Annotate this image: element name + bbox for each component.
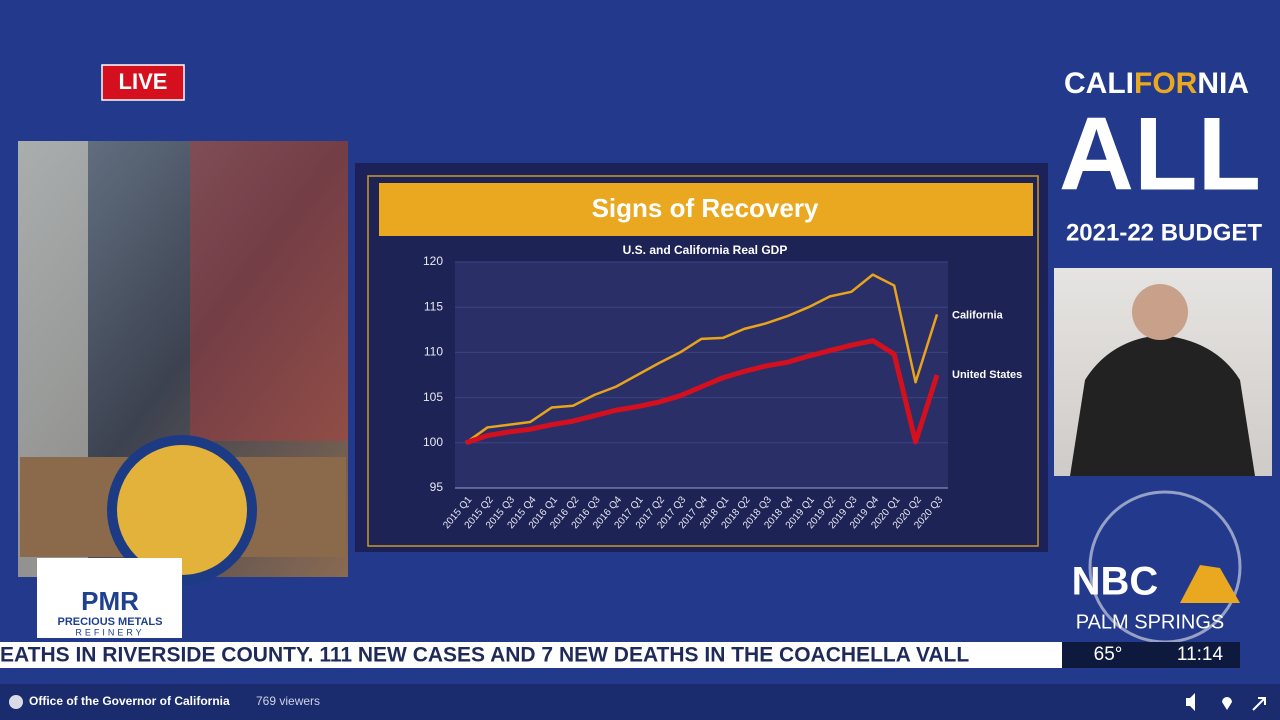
flag [190, 141, 348, 441]
series-label: United States [952, 369, 1022, 381]
chart-subtitle: U.S. and California Real GDP [623, 243, 788, 257]
location-button[interactable] [1222, 697, 1232, 710]
sponsor-line: PRECIOUS METALS [58, 616, 163, 628]
sponsor-logo [37, 558, 182, 638]
y-tick-label: 115 [424, 299, 443, 313]
chart-title: Signs of Recovery [592, 193, 819, 223]
clock: 11:14 [1177, 644, 1224, 665]
series-label: California [952, 309, 1004, 321]
sponsor-line: REFINERY [75, 627, 144, 637]
live-badge [101, 64, 185, 101]
ticker-bar [0, 642, 1062, 668]
brand-budget: 2021-22 BUDGET [1066, 219, 1262, 246]
ticker-text: EATHS IN RIVERSIDE COUNTY. 111 NEW CASES… [0, 644, 969, 667]
y-tick-label: 120 [423, 254, 443, 268]
expand-button[interactable] [1252, 697, 1266, 711]
brand-all: ALL [1059, 96, 1261, 212]
brand-line: CALIFORNIA [1064, 67, 1249, 100]
temperature: 65° [1094, 644, 1123, 665]
station-city: PALM SPRINGS [1076, 611, 1225, 633]
plot-area [455, 262, 948, 488]
viewer-count: 769 viewers [256, 694, 320, 708]
channel-avatar[interactable] [9, 695, 23, 709]
y-tick-label: 100 [423, 435, 443, 449]
brand-part: CALI [1064, 67, 1134, 100]
series-line [465, 338, 940, 446]
y-tick-label: 110 [424, 345, 443, 359]
ticker-info [1062, 642, 1240, 668]
station-logo: NBC [1072, 560, 1159, 604]
player-bar [0, 684, 1280, 720]
interpreter [1132, 284, 1188, 340]
brand-part: FOR [1134, 67, 1198, 100]
volume-button[interactable] [1186, 693, 1195, 711]
sponsor-name: PMR [81, 586, 139, 616]
peacock [1180, 565, 1240, 603]
title-banner [379, 183, 1033, 236]
y-tick-label: 105 [423, 390, 443, 404]
brand-part: NIA [1197, 67, 1249, 100]
series-line [465, 273, 939, 444]
channel-name[interactable]: Office of the Governor of California [29, 694, 230, 708]
interpreter [1070, 335, 1255, 476]
live-text: LIVE [119, 69, 168, 94]
y-tick-label: 95 [430, 480, 444, 494]
